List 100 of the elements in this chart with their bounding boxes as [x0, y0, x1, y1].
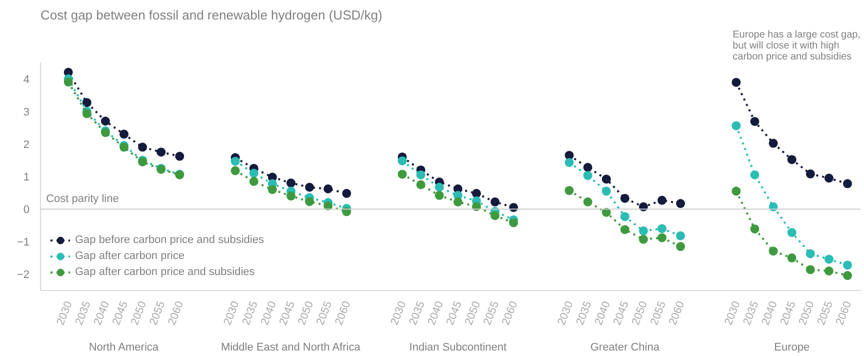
point: [843, 179, 852, 188]
x-tick-label: 2030: [222, 300, 242, 327]
point: [100, 116, 110, 126]
point: [82, 98, 92, 108]
point: [787, 253, 796, 262]
x-tick-label: 2060: [667, 300, 688, 327]
point: [768, 246, 778, 256]
point: [620, 194, 630, 203]
x-tick-label: 2040: [592, 300, 613, 327]
point: [602, 186, 611, 196]
x-tick-label: 2060: [500, 300, 520, 327]
annotation: Europe has a large cost gap, but will close it with high carbon price and subsidies: [732, 30, 861, 62]
point: [230, 156, 240, 166]
point: [286, 192, 296, 201]
x-tick-label: 2050: [296, 300, 316, 327]
point: [657, 196, 666, 205]
text: Greater China: [590, 342, 660, 354]
point: [843, 260, 852, 270]
point: [602, 174, 611, 184]
x-tick-label: 2040: [92, 300, 112, 327]
point: [305, 197, 314, 206]
point: [509, 218, 518, 228]
point: [249, 176, 258, 186]
chart-title: Cost gap between fossil and renewable hydrogen (USD/kg): [40, 8, 382, 22]
y-tick-label: 0: [23, 204, 30, 216]
legend-label: Gap before carbon price and subsidies: [75, 233, 264, 248]
point: [620, 212, 630, 222]
point: [676, 231, 686, 240]
point: [305, 182, 314, 192]
point: [416, 170, 426, 180]
x-tick-label: 2045: [277, 300, 298, 327]
point: [732, 186, 741, 196]
point: [824, 266, 834, 276]
x-tick-label: 2030: [388, 300, 409, 327]
x-tick-label: 2045: [778, 300, 798, 327]
point: [732, 121, 741, 130]
text: Europe: [774, 342, 810, 354]
text: North America: [88, 342, 160, 354]
ref-line-label: Cost parity line: [46, 193, 119, 206]
point: [249, 168, 258, 178]
point: [564, 158, 574, 167]
point: [286, 178, 296, 188]
point: [638, 234, 648, 244]
point: [787, 155, 796, 164]
x-tick-label: 2050: [630, 300, 650, 327]
point: [453, 197, 462, 206]
point: [676, 242, 686, 252]
point: [342, 188, 352, 198]
point: [156, 148, 166, 157]
x-tick-label: 2055: [148, 300, 168, 327]
x-tick-label: 2035: [741, 300, 762, 327]
point: [564, 186, 574, 195]
x-tick-label: 2030: [722, 300, 743, 327]
point: [490, 211, 500, 220]
point: [138, 142, 148, 152]
point: [398, 156, 407, 166]
point: [657, 233, 666, 242]
point: [676, 199, 686, 208]
text: Indian Subcontinent: [409, 342, 507, 354]
point: [620, 225, 630, 234]
x-tick-label: 2030: [556, 300, 576, 327]
x-tick-label: 2055: [648, 300, 669, 327]
x-tick-label: 2055: [482, 300, 502, 327]
point: [490, 197, 500, 206]
legend-label: Gap after carbon price: [75, 249, 184, 264]
y-tick-label: −2: [16, 269, 30, 282]
point: [750, 116, 760, 126]
point: [806, 169, 815, 178]
x-tick-label: 2045: [444, 300, 464, 327]
point: [750, 170, 760, 180]
point: [398, 170, 407, 179]
x-tick-label: 2040: [760, 300, 780, 327]
point: [416, 180, 426, 190]
point: [750, 224, 760, 234]
y-tick-label: 1: [23, 172, 30, 184]
point: [768, 138, 778, 148]
x-tick-label: 2045: [611, 300, 632, 327]
point: [806, 249, 815, 258]
point: [324, 184, 333, 194]
point: [806, 265, 815, 274]
x-tick-label: 2040: [426, 300, 446, 327]
point: [64, 78, 73, 87]
point: [583, 197, 592, 206]
x-tick-label: 2035: [73, 300, 94, 327]
point: [657, 224, 666, 234]
y-tick-label: 3: [23, 106, 30, 118]
x-tick-label: 2055: [815, 300, 836, 327]
point: [434, 190, 444, 200]
legend-label: Gap after carbon price and subsidies: [75, 265, 255, 280]
y-tick-label: 4: [23, 74, 30, 86]
y-tick-label: −1: [16, 236, 30, 249]
y-tick-label: 2: [23, 138, 30, 151]
x-tick-label: 2040: [258, 300, 279, 327]
x-tick-label: 2035: [407, 300, 428, 327]
x-tick-label: 2050: [129, 300, 150, 327]
point: [434, 182, 444, 192]
x-tick-label: 2050: [796, 300, 817, 327]
point: [472, 188, 481, 198]
x-tick-label: 2060: [834, 300, 854, 327]
x-tick-label: 2035: [240, 300, 260, 327]
